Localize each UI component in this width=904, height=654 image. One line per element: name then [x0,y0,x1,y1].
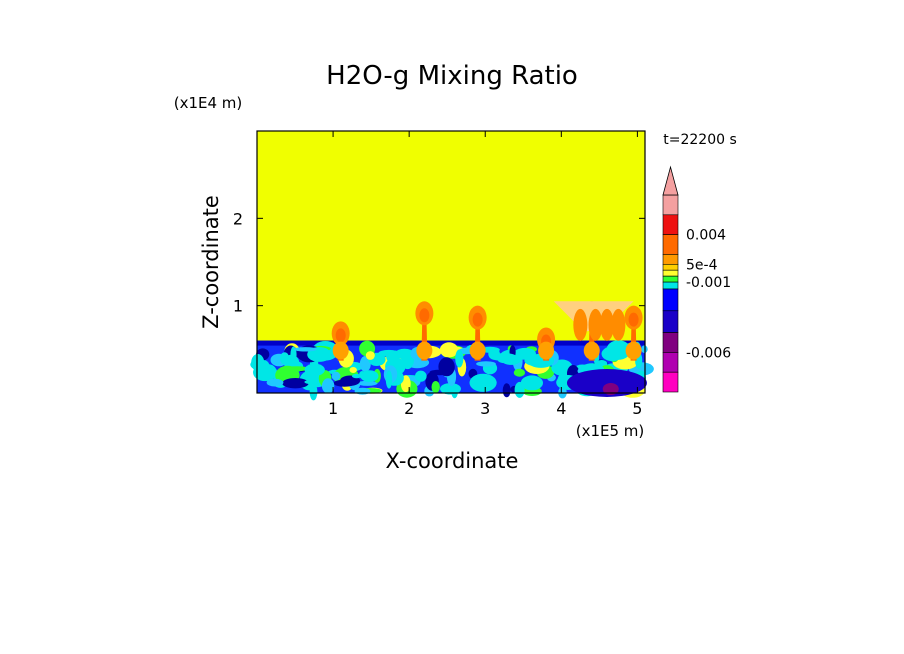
plot-frame [256,130,646,394]
turbulence-patch [415,370,427,382]
turbulence-patch [386,351,400,364]
colorbar-label: -0.001 [686,275,731,291]
y-axis-label: Z-coordinate [199,195,223,329]
plume-base [583,341,600,360]
turbulence-patch [455,349,464,368]
plume-core [628,312,639,327]
x-tick-labels: 1 2 3 4 5 [328,399,643,418]
colorbar-label: 0.004 [686,228,726,244]
turbulence-patch [439,342,459,358]
colorbar-extend-arrow [662,165,679,196]
colorbar-band [662,194,679,216]
colorbar-band [662,234,679,255]
colorbar-band [662,214,679,235]
turbulence-patch [385,370,393,389]
chart-title: H2O-g Mixing Ratio [326,61,578,91]
turbulence-patch [431,381,440,393]
turbulence-patch [365,351,375,360]
colorbar-band [662,263,679,271]
turbulence-patch [360,370,379,382]
plume-base [416,341,433,360]
plume [331,321,350,361]
plume [537,327,556,361]
turbulence-patch [331,371,341,381]
turbulence-patch [352,373,362,379]
colorbar-band [662,254,679,265]
x-tick-label: 3 [480,399,490,418]
turbulence-patch [293,347,317,352]
turbulence-patch [282,378,309,389]
colorbar [662,165,679,393]
turbulence-patch [304,363,325,376]
plume-base [538,341,555,360]
turbulence-patch [601,346,624,362]
x-tick-label: 2 [404,399,414,418]
plume-core [472,312,483,327]
plot-area [250,130,654,401]
colorbar-band [662,288,679,312]
x-axis-label: X-coordinate [386,449,519,473]
time-label: t=22200 s [663,132,737,148]
x-tick-label: 1 [328,399,338,418]
turbulence-patch [469,373,497,392]
plume-base [469,341,486,360]
turbulence-patch [290,346,297,363]
x-tick-label: 4 [556,399,566,418]
y-tick-labels: 12 [233,209,243,315]
turbulence-patch [513,368,526,377]
y-tick-label: 2 [233,209,243,228]
turbulence-patch [266,378,284,387]
y-tick-label: 1 [233,297,243,316]
plume-core [335,328,346,343]
colorbar-label: 5e-4 [686,257,718,273]
anvil-plume [588,308,603,341]
turbulence-patch [304,379,319,385]
turbulence-patch [520,375,544,391]
colorbar-band [662,275,679,283]
plume [624,305,643,361]
mixing-ratio-field [250,301,654,401]
plume-base [332,341,349,360]
anvil-plume [599,308,614,341]
plume [468,305,487,361]
plume [415,301,434,361]
turbulence-patch [489,353,518,361]
colorbar-band [662,352,679,373]
x-tick-label: 5 [632,399,642,418]
colorbar-labels: 0.004 5e-4 -0.001 -0.006 [686,228,731,362]
turbulence-patch [309,383,318,401]
colorbar-band [662,281,679,290]
plume-base [625,341,642,360]
turbulence-patch [396,351,411,360]
turbulence-patch [513,347,537,360]
axis-ticks [257,131,645,393]
turbulence-patch [357,380,378,386]
colorbar-band [662,371,679,393]
turbulence-patch [260,364,277,378]
turbulence-patch [359,356,371,372]
turbulence-patch [321,378,335,394]
colorbar-band [662,310,679,333]
turbulence-patch [279,352,290,365]
plume-core [419,308,430,323]
turbulence-patch [438,357,455,377]
y-scale-label: (x1E4 m) [174,94,243,112]
turbulence-patch [349,367,357,373]
colorbar-band [662,332,679,353]
turbulence-patch [476,361,496,367]
dry-patch [566,369,647,397]
x-scale-label: (x1E5 m) [576,422,645,440]
turbulence-patch [502,383,511,398]
anvil-plume [611,308,626,341]
colorbar-label: -0.006 [686,345,731,361]
colorbar-band [662,269,679,277]
turbulence-patch [251,354,265,372]
dry-patch-core [602,383,619,395]
anvil-plume [573,308,588,341]
